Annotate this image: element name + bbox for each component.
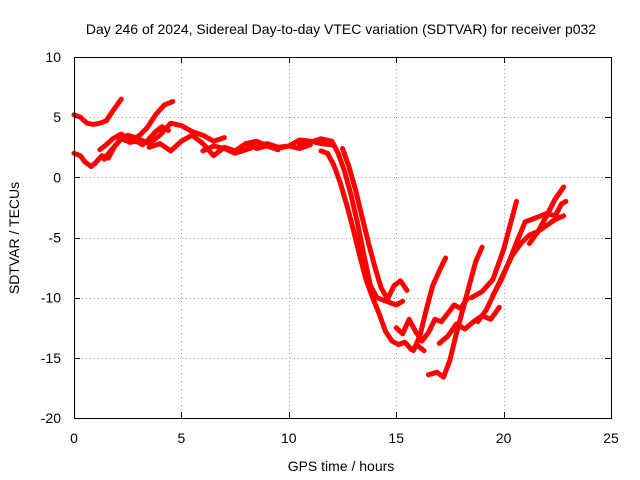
series-trace-12 [393,296,470,344]
series-trace-9 [297,136,406,308]
y-tick-label: -5 [49,230,62,246]
series-trace-8 [243,137,335,151]
series-trace-19 [526,184,567,246]
x-tick-label: 0 [70,430,78,446]
chart-title: Day 246 of 2024, Sidereal Day-to-day VTE… [86,21,596,37]
y-tick-labels: -20 -15 -10 -5 0 5 10 [41,49,61,426]
y-tick-label: -15 [41,350,61,366]
x-tick-label: 15 [388,430,404,446]
x-tick-label: 10 [281,430,297,446]
series-trace-14 [425,244,485,380]
y-tick-label: 5 [53,109,61,125]
x-tick-label: 20 [496,430,512,446]
y-tick-label: 0 [53,169,61,185]
series-trace-5 [125,120,227,147]
x-tick-labels: 0 5 10 15 20 25 [70,430,619,446]
series-trace-11 [340,146,410,302]
x-tick-label: 5 [178,430,186,446]
series-trace-10 [318,148,427,354]
plot-series [71,96,569,380]
series-trace-13 [410,255,449,354]
x-tick-label: 25 [603,430,619,446]
series-trace-4 [101,124,171,162]
x-axis-label: GPS time / hours [288,458,395,474]
series-trace-1 [71,96,124,127]
y-tick-label: -10 [41,290,61,306]
y-tick-label: -20 [41,410,61,426]
series-trace-18 [468,198,519,301]
y-axis-label: SDTVAR / TECUs [6,182,22,294]
tick-marks [74,57,612,419]
series-trace-15 [436,304,502,346]
series-trace-17 [490,198,569,298]
y-tick-label: 10 [45,49,61,65]
grid-lines [74,57,611,418]
